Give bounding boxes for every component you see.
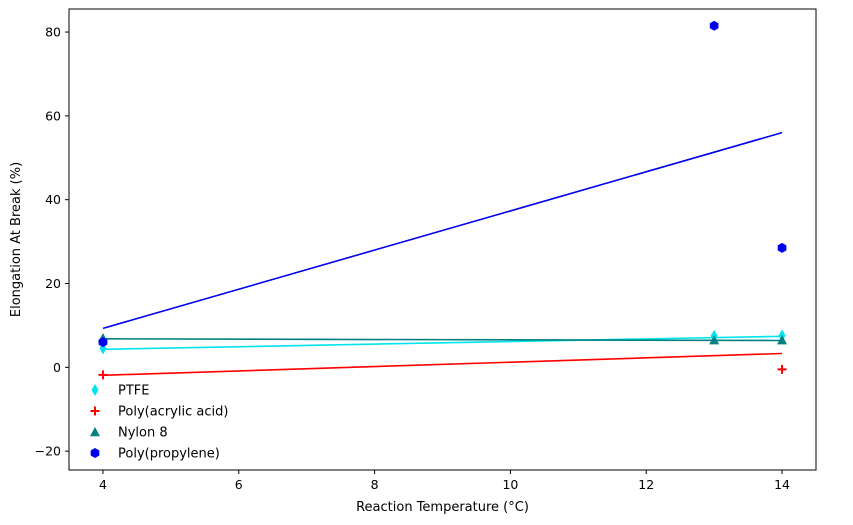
y-axis-title: Elongation At Break (%) <box>9 162 24 317</box>
plot-frame <box>68 8 817 471</box>
data-point <box>709 20 719 31</box>
y-tick-label: −20 <box>35 444 61 459</box>
legend-label: Nylon 8 <box>118 426 168 441</box>
y-tick-label: 60 <box>45 108 61 123</box>
data-layer <box>97 20 788 380</box>
legend-label: Poly(acrylic acid) <box>118 405 228 420</box>
y-tick-label: 20 <box>45 276 61 291</box>
legend-marker <box>91 384 99 396</box>
trend-line <box>102 131 783 330</box>
legend-marker <box>90 406 100 416</box>
legend-marker <box>90 427 100 437</box>
data-point <box>709 335 720 345</box>
y-axis: −20 0 20 40 60 80 <box>35 25 69 459</box>
x-axis: 4 6 8 10 12 14 <box>99 470 790 492</box>
data-point <box>98 370 108 380</box>
data-point <box>777 335 788 345</box>
x-tick-label: 10 <box>502 477 518 492</box>
y-tick-label: 0 <box>53 360 61 375</box>
data-point <box>777 242 787 253</box>
trend-line <box>102 338 783 342</box>
x-tick-label: 6 <box>235 477 243 492</box>
x-tick-label: 12 <box>638 477 654 492</box>
legend: PTFE Poly(acrylic acid) Nylon 8 Poly(propyl… <box>90 384 228 462</box>
data-point <box>777 364 787 374</box>
legend-marker <box>90 448 100 458</box>
x-tick-label: 14 <box>774 477 790 492</box>
x-axis-title: Reaction Temperature (°C) <box>356 500 529 515</box>
x-tick-label: 8 <box>371 477 379 492</box>
trend-line <box>102 335 783 351</box>
trend-line <box>102 352 783 377</box>
y-tick-label: 80 <box>45 25 61 40</box>
legend-label: Poly(propylene) <box>118 447 220 462</box>
series-1 <box>98 352 787 380</box>
series-3 <box>98 20 787 348</box>
series-0 <box>99 329 786 355</box>
x-tick-label: 4 <box>99 477 107 492</box>
legend-label: PTFE <box>118 384 149 399</box>
y-tick-label: 40 <box>45 192 61 207</box>
data-point <box>98 337 108 348</box>
